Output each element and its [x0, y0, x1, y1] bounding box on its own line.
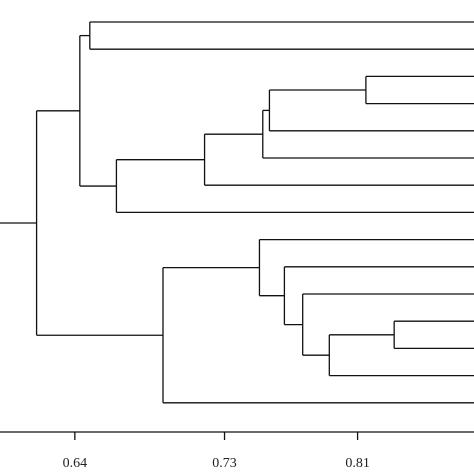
x-tick-label: 0.73: [212, 456, 237, 471]
x-tick-label: 0.64: [63, 456, 88, 471]
x-tick-label: 0.81: [345, 456, 370, 471]
